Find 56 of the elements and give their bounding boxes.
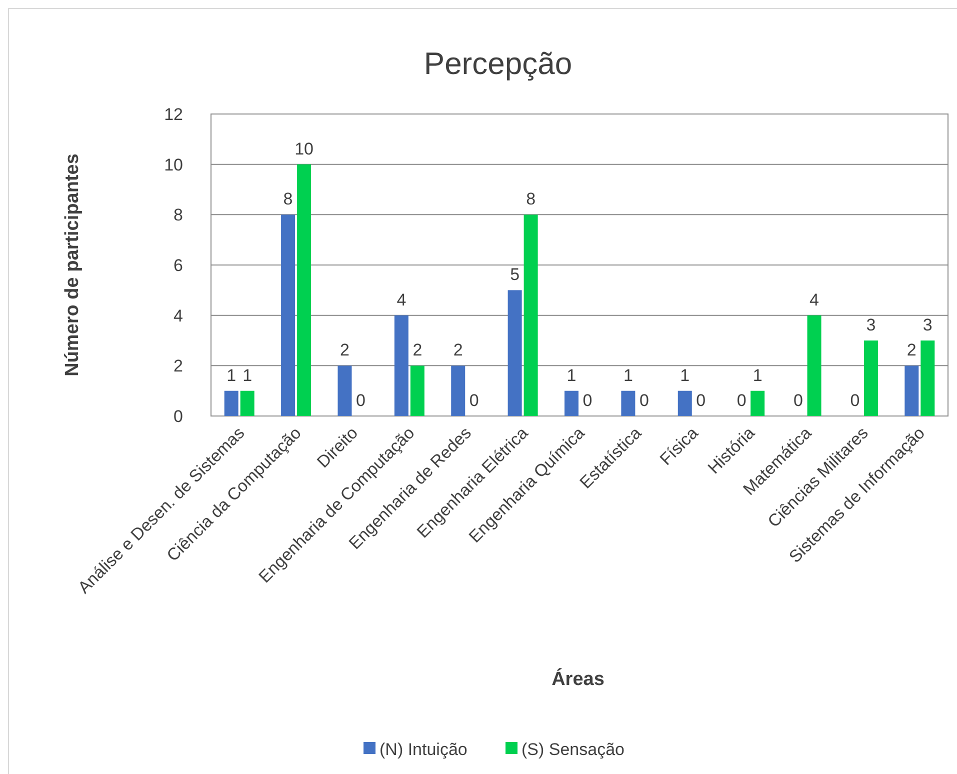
data-label: 4 <box>810 290 820 310</box>
data-label: 8 <box>526 190 536 209</box>
bar <box>338 366 352 416</box>
y-tick-label: 4 <box>174 306 183 326</box>
legend-label: (N) Intuição <box>380 740 468 759</box>
data-label: 0 <box>850 391 860 410</box>
y-tick-label: 6 <box>174 256 183 275</box>
data-label: 0 <box>582 391 592 410</box>
y-tick-label: 2 <box>174 356 183 376</box>
data-label: 0 <box>356 391 366 410</box>
data-label: 1 <box>566 366 576 385</box>
bar <box>508 290 522 416</box>
bar <box>904 366 919 416</box>
y-tick-label: 10 <box>164 155 183 174</box>
y-tick-label: 0 <box>174 406 183 426</box>
bar <box>750 390 765 416</box>
data-label: 1 <box>752 366 762 385</box>
data-label: 2 <box>906 340 916 360</box>
data-label: 0 <box>794 391 804 410</box>
x-axis-title: Áreas <box>552 668 604 690</box>
data-label: 0 <box>639 391 649 410</box>
data-label: 1 <box>680 366 690 385</box>
bar <box>281 214 296 416</box>
data-label: 1 <box>242 366 252 385</box>
bar <box>451 366 466 416</box>
bar <box>240 390 254 416</box>
y-tick-label: 8 <box>174 206 183 225</box>
bar <box>807 315 822 416</box>
data-label: 1 <box>226 366 236 385</box>
y-axis-title: Número de participantes <box>62 154 83 376</box>
bar <box>920 340 935 416</box>
y-tick-label: 12 <box>164 104 183 124</box>
chart-title: Percepção <box>424 46 572 81</box>
data-label: 0 <box>469 391 479 410</box>
data-label: 8 <box>283 190 293 209</box>
data-label: 2 <box>453 340 463 360</box>
data-label: 2 <box>340 340 350 360</box>
data-label: 2 <box>412 340 422 360</box>
data-label: 1 <box>623 366 633 385</box>
bar <box>678 390 692 416</box>
bar <box>621 390 636 416</box>
data-label: 10 <box>294 139 314 158</box>
bar <box>297 164 312 416</box>
bar <box>564 390 578 416</box>
data-label: 4 <box>396 290 406 310</box>
data-label: 0 <box>696 391 706 410</box>
bar <box>864 340 878 416</box>
bar <box>410 366 424 416</box>
bar <box>394 315 408 416</box>
legend-label: (S) Sensação <box>522 740 624 759</box>
data-label: 3 <box>922 316 932 334</box>
data-label: 0 <box>736 391 746 410</box>
bar <box>224 390 238 416</box>
bar <box>524 214 538 416</box>
data-label: 3 <box>866 316 876 334</box>
data-label: 5 <box>510 265 520 284</box>
